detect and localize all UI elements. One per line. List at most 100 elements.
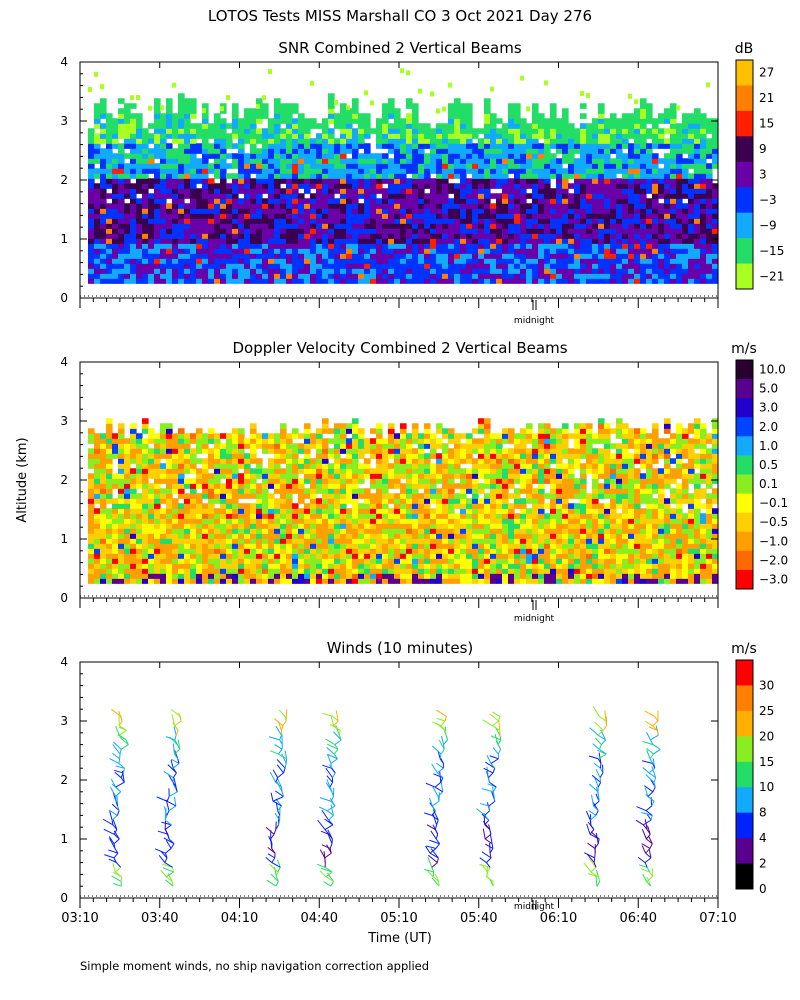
snr-cell bbox=[424, 223, 431, 229]
snr-cell bbox=[208, 188, 215, 194]
snr-cell bbox=[622, 138, 629, 144]
snr-cell bbox=[430, 208, 437, 214]
snr-cell bbox=[526, 193, 533, 199]
doppler-cell bbox=[340, 573, 347, 579]
snr-cell bbox=[196, 213, 203, 219]
snr-cell bbox=[154, 273, 161, 279]
snr-cell bbox=[334, 218, 341, 224]
snr-cell bbox=[430, 193, 437, 199]
snr-cell bbox=[706, 143, 713, 149]
snr-cell bbox=[418, 183, 425, 189]
doppler-cell bbox=[124, 468, 131, 474]
doppler-cell bbox=[166, 533, 173, 539]
snr-cell bbox=[388, 123, 395, 129]
snr-cell bbox=[562, 138, 569, 144]
snr-cell bbox=[682, 193, 689, 199]
doppler-cell bbox=[280, 578, 287, 584]
snr-cell bbox=[514, 148, 521, 154]
doppler-cell bbox=[352, 448, 359, 454]
doppler-cell bbox=[208, 463, 215, 469]
snr-cell bbox=[316, 223, 323, 229]
snr-cell bbox=[250, 163, 257, 169]
doppler-cell bbox=[190, 498, 197, 504]
snr-cell bbox=[322, 153, 329, 159]
snr-cell bbox=[562, 253, 569, 259]
snr-cell bbox=[328, 178, 335, 184]
snr-cell bbox=[532, 213, 539, 219]
snr-cell bbox=[454, 198, 461, 204]
snr-cell bbox=[154, 253, 161, 259]
snr-cell bbox=[232, 158, 239, 164]
doppler-heatmap bbox=[88, 418, 719, 584]
snr-cell bbox=[460, 183, 467, 189]
snr-cell bbox=[712, 133, 719, 139]
doppler-cell bbox=[118, 453, 125, 459]
snr-cell bbox=[520, 123, 527, 129]
doppler-cell bbox=[142, 558, 149, 564]
snr-cell bbox=[526, 248, 533, 254]
doppler-cell bbox=[160, 538, 167, 544]
snr-cell bbox=[178, 98, 185, 104]
snr-cell bbox=[166, 108, 173, 114]
snr-cell bbox=[292, 213, 299, 219]
snr-cell bbox=[220, 188, 227, 194]
doppler-cell bbox=[136, 578, 143, 584]
snr-cell bbox=[94, 133, 101, 139]
snr-cell bbox=[514, 158, 521, 164]
doppler-cell bbox=[304, 443, 311, 449]
snr-cell bbox=[262, 158, 269, 164]
snr-cell bbox=[166, 163, 173, 169]
doppler-cell bbox=[322, 453, 329, 459]
snr-cell bbox=[232, 118, 239, 124]
snr-cell bbox=[496, 208, 503, 214]
snr-cell bbox=[88, 233, 95, 239]
snr-cell bbox=[556, 178, 563, 184]
snr-cell bbox=[352, 178, 359, 184]
snr-cell bbox=[298, 238, 305, 244]
doppler-cell bbox=[94, 513, 101, 519]
doppler-cell bbox=[214, 533, 221, 539]
doppler-cell bbox=[256, 573, 263, 579]
snr-cell bbox=[562, 218, 569, 224]
doppler-cell bbox=[382, 493, 389, 499]
snr-cell bbox=[202, 213, 209, 219]
doppler-cell bbox=[346, 533, 353, 539]
snr-cell bbox=[694, 148, 701, 154]
doppler-cell bbox=[370, 558, 377, 564]
snr-cell bbox=[220, 238, 227, 244]
snr-cell bbox=[196, 273, 203, 279]
snr-cell bbox=[220, 213, 227, 219]
snr-cell bbox=[298, 133, 305, 139]
snr-cell bbox=[610, 123, 617, 129]
doppler-cell bbox=[160, 468, 167, 474]
doppler-cell bbox=[328, 498, 335, 504]
doppler-cell bbox=[154, 543, 161, 549]
snr-cell bbox=[640, 268, 647, 274]
snr-cell bbox=[712, 148, 719, 154]
snr-cell bbox=[388, 223, 395, 229]
snr-cell bbox=[556, 148, 563, 154]
snr-cell bbox=[580, 153, 587, 159]
snr-cell bbox=[112, 118, 119, 124]
snr-cell bbox=[280, 108, 287, 114]
doppler-cell bbox=[220, 523, 227, 529]
snr-cell bbox=[598, 193, 605, 199]
snr-cell bbox=[148, 198, 155, 204]
snr-cell bbox=[256, 113, 263, 119]
snr-cell bbox=[226, 273, 233, 279]
doppler-cell bbox=[256, 473, 263, 479]
snr-cell bbox=[658, 118, 665, 124]
snr-cell bbox=[526, 243, 533, 249]
snr-cell bbox=[310, 228, 317, 234]
snr-cell bbox=[88, 163, 95, 169]
doppler-cell bbox=[130, 523, 137, 529]
snr-cell bbox=[334, 238, 341, 244]
doppler-cell bbox=[364, 558, 371, 564]
snr-cell bbox=[448, 248, 455, 254]
snr-cell bbox=[706, 178, 713, 184]
snr-cell bbox=[304, 243, 311, 249]
doppler-cell bbox=[328, 503, 335, 509]
snr-cell bbox=[346, 163, 353, 169]
doppler-cell bbox=[142, 493, 149, 499]
snr-cell bbox=[292, 103, 299, 109]
